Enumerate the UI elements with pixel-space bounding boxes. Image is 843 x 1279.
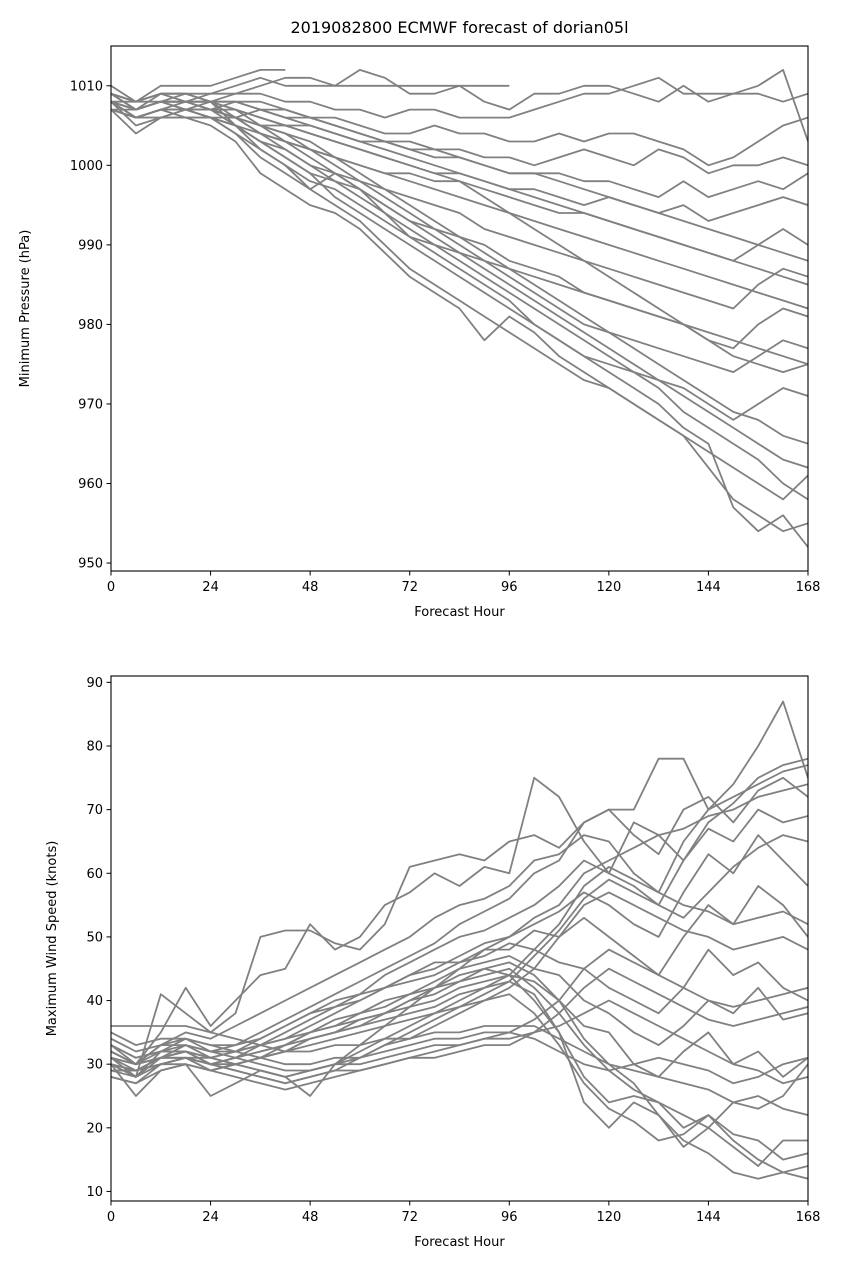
wind-x-tick-label: 144	[696, 1210, 721, 1225]
pressure-x-tick-label: 120	[596, 580, 621, 595]
chart-title: 2019082800 ECMWF forecast of dorian05l	[290, 18, 628, 37]
wind-axes-frame	[110, 675, 809, 1202]
wind-series-line-2	[111, 757, 808, 1066]
pressure-y-tick-label: 970	[78, 397, 103, 412]
pressure-series-group	[111, 69, 808, 548]
pressure-series-line-16	[111, 100, 808, 548]
wind-y-tick-label: 40	[86, 994, 103, 1009]
wind-series-line-16	[111, 1025, 808, 1110]
wind-x-tick-label: 72	[401, 1210, 418, 1225]
wind-series-line-1	[111, 700, 808, 1078]
wind-x-tick-label: 48	[302, 1210, 319, 1225]
wind-x-tick-label: 120	[596, 1210, 621, 1225]
wind-series-line-3	[111, 764, 808, 1066]
pressure-y-tick-label: 1000	[70, 159, 103, 174]
wind-series-line-4	[111, 776, 808, 1072]
pressure-panel: 0 24 48 72 96 120 144 168 950 960 970 980 990 1000 101…	[18, 45, 821, 620]
pressure-series-line-17	[111, 92, 808, 501]
pressure-x-tick-label: 168	[796, 580, 821, 595]
wind-y-tick-label: 90	[86, 676, 103, 691]
wind-series-line-13	[111, 974, 808, 1180]
pressure-series-line-1	[111, 69, 286, 103]
pressure-x-tick-label: 0	[107, 580, 115, 595]
wind-series-group	[111, 700, 808, 1180]
pressure-y-tick-label: 960	[78, 477, 103, 492]
wind-series-line-20	[111, 948, 808, 1091]
wind-y-tick-label: 50	[86, 930, 103, 945]
wind-y-tick-label: 80	[86, 740, 103, 755]
pressure-x-tick-label: 48	[302, 580, 319, 595]
pressure-x-tick-label: 96	[501, 580, 518, 595]
wind-series-line-24	[111, 783, 808, 1097]
wind-y-tick-label: 30	[86, 1058, 103, 1073]
wind-panel: 0 24 48 72 96 120 144 168 10 20 30 40 50 60 70 80 90 Fore…	[45, 675, 821, 1250]
wind-y-tick-label: 20	[86, 1121, 103, 1136]
pressure-y-tick-label: 990	[78, 238, 103, 253]
wind-x-tick-label: 96	[501, 1210, 518, 1225]
pressure-series-line-3	[111, 69, 808, 142]
pressure-series-line-20	[111, 100, 808, 286]
wind-y-axis-label: Maximum Wind Speed (knots)	[45, 841, 60, 1037]
pressure-series-line-21	[111, 92, 808, 262]
pressure-x-axis-label: Forecast Hour	[414, 605, 505, 620]
pressure-series-line-14	[111, 101, 808, 501]
pressure-series-line-15	[111, 108, 808, 533]
pressure-x-tick-label: 72	[401, 580, 418, 595]
wind-series-line-23	[111, 834, 808, 1085]
wind-y-tick-label: 10	[86, 1185, 103, 1200]
pressure-y-tick-label: 1010	[70, 79, 103, 94]
wind-series-line-14	[111, 980, 808, 1167]
wind-x-tick-label: 168	[796, 1210, 821, 1225]
pressure-x-tick-label: 24	[202, 580, 219, 595]
wind-series-line-22	[111, 866, 808, 1078]
wind-y-tick-label: 70	[86, 803, 103, 818]
pressure-series-line-24	[111, 92, 808, 469]
wind-x-tick-label: 24	[202, 1210, 219, 1225]
wind-series-line-12	[111, 967, 808, 1180]
pressure-series-line-6	[111, 100, 808, 175]
wind-series-line-8	[111, 942, 808, 1066]
wind-x-axis-label: Forecast Hour	[414, 1235, 505, 1250]
pressure-axes-frame	[110, 45, 809, 572]
pressure-series-line-23	[111, 100, 808, 366]
pressure-series-line-22	[111, 108, 808, 310]
pressure-series-line-4	[111, 76, 808, 119]
pressure-y-axis-label: Minimum Pressure (hPa)	[18, 230, 33, 388]
pressure-x-tick-label: 144	[696, 580, 721, 595]
pressure-y-tick-label: 980	[78, 318, 103, 333]
wind-y-tick-label: 60	[86, 867, 103, 882]
wind-x-tick-label: 0	[107, 1210, 115, 1225]
wind-series-line-21	[111, 891, 808, 1072]
wind-series-line-17	[111, 1031, 808, 1085]
pressure-y-tick-label: 950	[78, 557, 103, 572]
